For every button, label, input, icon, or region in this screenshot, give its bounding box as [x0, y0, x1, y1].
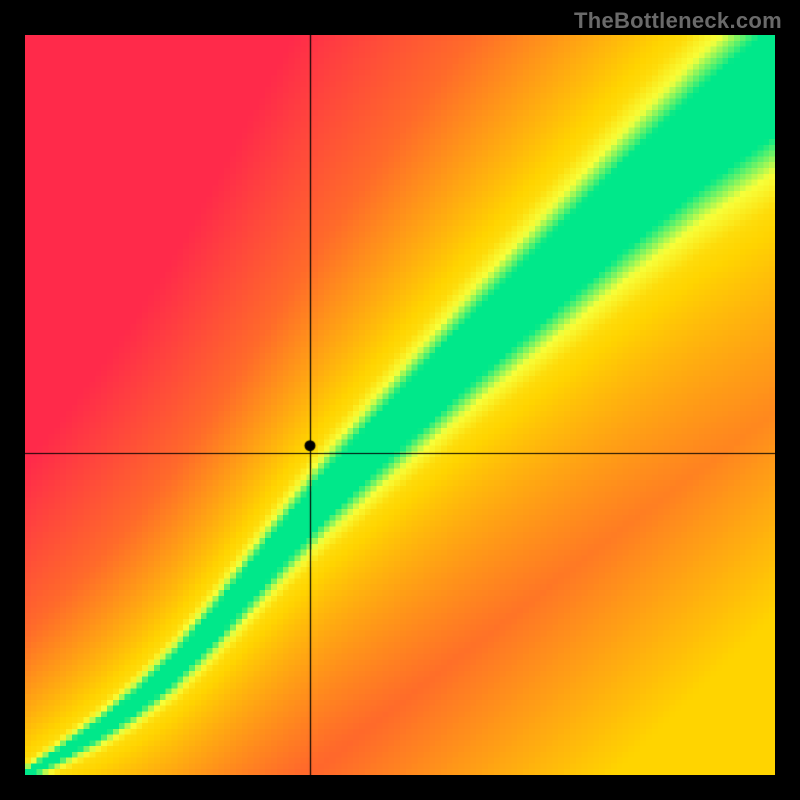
chart-frame: TheBottleneck.com	[0, 0, 800, 800]
source-watermark: TheBottleneck.com	[574, 8, 782, 34]
overlay-canvas	[25, 35, 775, 775]
